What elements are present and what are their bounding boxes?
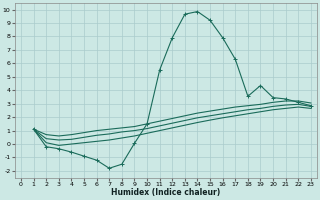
X-axis label: Humidex (Indice chaleur): Humidex (Indice chaleur) [111,188,220,197]
